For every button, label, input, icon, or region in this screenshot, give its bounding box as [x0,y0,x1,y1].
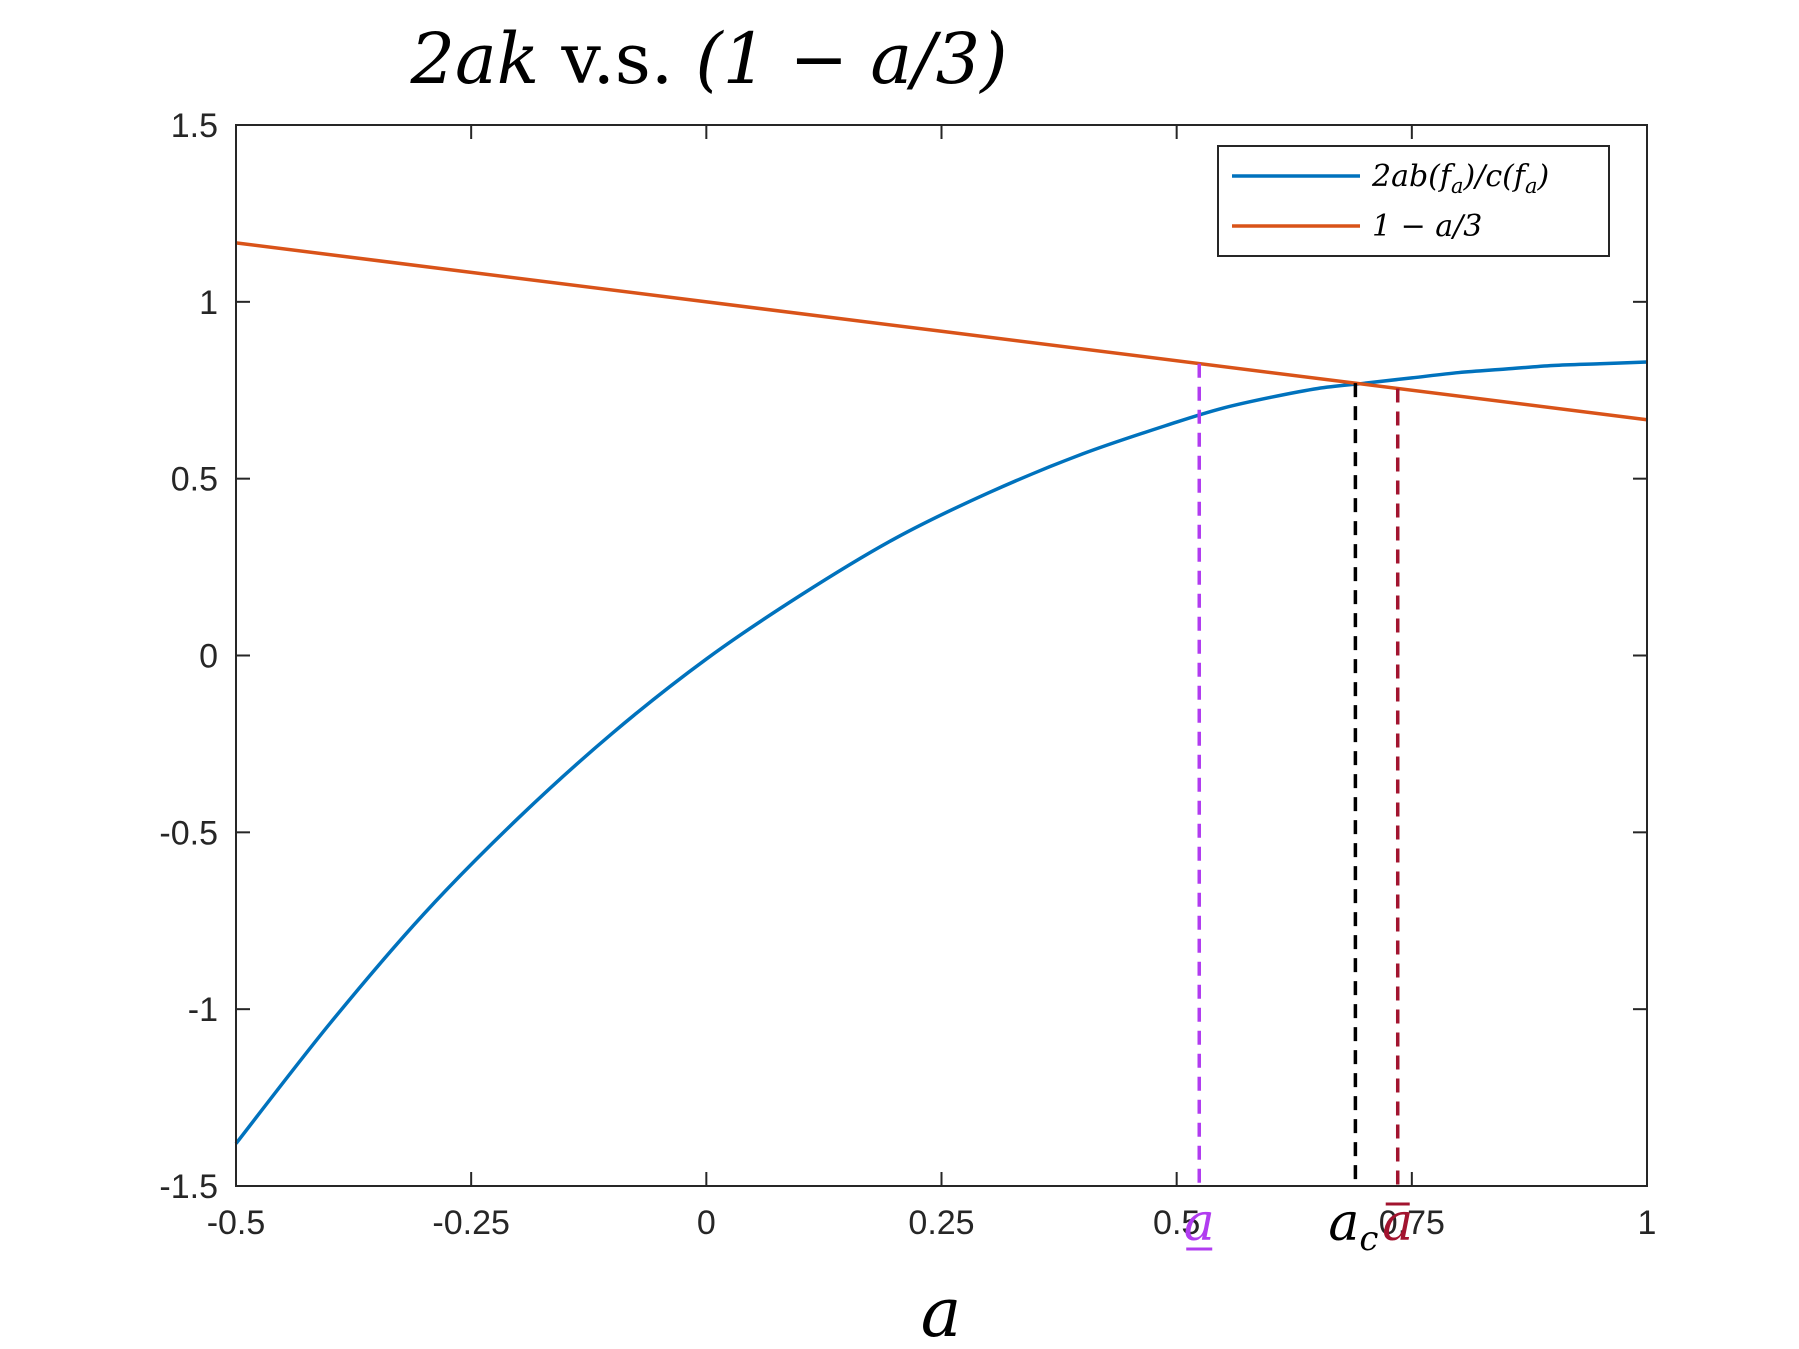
marker-label-a-c: ac [1328,1193,1378,1259]
title-expr-left: 2ak [409,18,539,100]
x-tick-label: 0.75 [1379,1204,1445,1242]
y-tick-label: -0.5 [159,814,218,852]
marker-labels: a ac a [1184,1193,1413,1259]
plot-area [236,125,1647,1186]
x-axis-ticks: -0.5 -0.25 0 0.25 0.5 0.75 1 [207,125,1657,1242]
marker-label-sub: c [1359,1219,1378,1259]
legend-blue-main: 2ab(f [1371,159,1456,194]
title-connector: v.s. [539,18,695,100]
marker-label-a-underline: a [1184,1193,1215,1253]
x-tick-label: -0.5 [207,1204,266,1242]
series-line-0 [234,360,1648,1145]
legend-blue-sub2: a [1525,174,1538,198]
x-tick-label: 0.25 [908,1204,974,1242]
y-tick-label: 1.5 [171,107,218,145]
series-line-1 [235,241,1648,422]
y-tick-label: -1.5 [159,1168,218,1206]
marker-label-main: a [1382,1193,1413,1253]
legend-box [1217,145,1610,257]
legend-entry-orange: 1 − a/3 [1372,209,1482,244]
legend-entry-blue: 2ab(fa)/c(fa) [1371,159,1549,198]
y-tick-label: 0.5 [171,461,218,499]
y-tick-label: 0 [199,638,218,676]
x-tick-label: -0.25 [432,1204,510,1242]
legend-blue-end: ) [1536,159,1549,194]
title-expr-right: (1 − a/3) [695,18,1007,100]
x-tick-label: 0 [697,1204,716,1242]
y-tick-label: -1 [188,991,218,1029]
y-tick-label: 1 [199,284,218,322]
x-axis-label: a [921,1274,962,1349]
marker-label-a-bar: a [1382,1193,1413,1253]
y-axis-ticks: -1.5 -1 -0.5 0 0.5 1 1.5 [159,107,1647,1206]
x-tick-label: 1 [1638,1204,1657,1242]
marker-lines-layer [1197,363,1400,1186]
marker-label-main: a [1184,1193,1215,1253]
legend-blue-sub: a [1451,174,1464,198]
legend: 2ab(fa)/c(fa) 1 − a/3 [1217,145,1610,257]
chart-title: 2ak v.s. (1 − a/3) [409,18,1007,100]
x-tick-label: 0.5 [1153,1204,1200,1242]
series-layer [234,241,1648,1145]
marker-label-main: a [1328,1193,1359,1253]
legend-blue-mid: )/c(f [1463,159,1530,194]
